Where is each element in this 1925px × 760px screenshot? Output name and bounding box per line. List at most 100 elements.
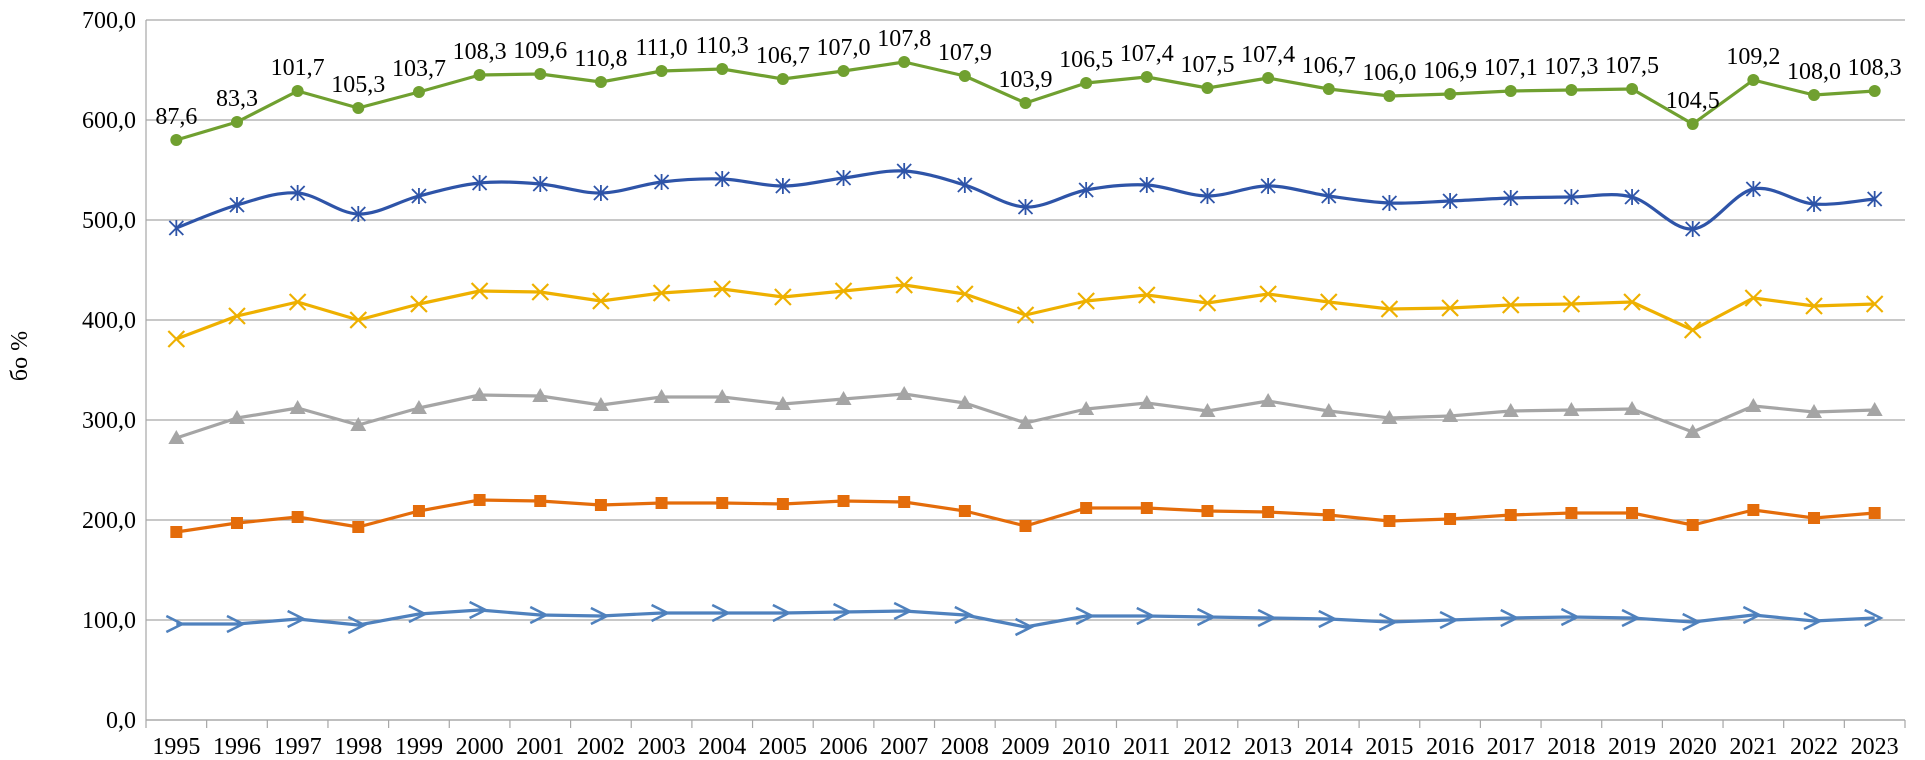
data-point-marker (1322, 83, 1335, 95)
data-point-marker (716, 63, 729, 75)
data-label: 107,3 (1544, 54, 1598, 80)
data-point-marker (958, 70, 971, 82)
data-point-marker (1806, 196, 1822, 212)
x-tick-label: 2006 (820, 734, 868, 760)
data-point-marker (168, 430, 185, 444)
data-point-marker (1501, 296, 1520, 314)
data-point-marker (1565, 84, 1578, 96)
data-point-marker (165, 614, 186, 634)
series-arrow (165, 600, 1884, 637)
x-tick-label: 2021 (1729, 734, 1777, 760)
data-point-marker (893, 601, 914, 621)
data-point-marker (1868, 507, 1881, 519)
x-tick-label: 1999 (395, 734, 443, 760)
data-point-marker (230, 116, 243, 128)
data-point-marker (1626, 83, 1639, 95)
data-point-marker (167, 330, 186, 348)
data-point-marker (590, 606, 610, 626)
data-point-marker (1080, 77, 1093, 89)
data-point-marker (349, 311, 368, 329)
data-point-marker (412, 505, 425, 517)
data-point-marker (1744, 289, 1763, 307)
data-point-marker (170, 526, 183, 538)
data-point-marker (1864, 608, 1884, 628)
data-point-marker (1080, 502, 1093, 514)
data-point-marker (655, 497, 668, 509)
data-point-marker (1565, 507, 1578, 519)
series-square (170, 494, 1881, 538)
data-point-marker (716, 497, 729, 509)
data-point-marker (471, 175, 488, 191)
data-point-marker (1442, 193, 1458, 209)
data-point-marker (1139, 177, 1155, 193)
y-tick-label: 700,0 (82, 8, 136, 34)
data-point-marker (531, 283, 550, 301)
data-point-marker (1747, 504, 1760, 516)
data-point-marker (1683, 321, 1702, 339)
x-tick-label: 2001 (516, 734, 564, 760)
series-line (175, 283, 1875, 341)
data-point-marker (1201, 82, 1214, 94)
series-x (167, 276, 1884, 348)
data-point-marker (350, 417, 367, 431)
data-point-marker (1866, 402, 1883, 416)
data-label: 107,8 (877, 26, 931, 52)
data-point-marker (228, 410, 245, 424)
data-point-marker (1624, 189, 1640, 205)
data-point-marker (837, 65, 850, 77)
data-point-marker (352, 102, 365, 114)
data-point-marker (1260, 178, 1276, 194)
data-point-marker (1136, 606, 1156, 626)
x-tick-label: 1995 (152, 734, 200, 760)
data-point-marker (291, 511, 304, 523)
data-point-marker (1198, 294, 1217, 312)
data-point-marker (1626, 507, 1639, 519)
data-point-marker (1075, 606, 1096, 626)
data-point-marker (1017, 415, 1034, 429)
data-point-marker (473, 494, 486, 506)
data-label: 110,3 (696, 33, 749, 59)
data-point-marker (776, 73, 789, 85)
data-label: 109,6 (513, 38, 567, 64)
data-point-marker (776, 498, 789, 510)
data-label: 87,6 (155, 104, 197, 130)
y-tick-label: 100,0 (82, 608, 136, 634)
data-point-marker (1684, 424, 1701, 438)
data-point-marker (711, 603, 732, 623)
x-tick-label: 2003 (638, 734, 686, 760)
data-point-marker (352, 521, 365, 533)
data-point-marker (288, 293, 307, 311)
data-point-marker (350, 206, 366, 222)
data-point-marker (594, 76, 607, 88)
x-tick-label: 2004 (698, 734, 746, 760)
data-label: 104,5 (1666, 88, 1720, 114)
data-point-marker (898, 496, 911, 508)
data-label: 107,4 (1241, 42, 1295, 68)
data-point-marker (228, 307, 246, 325)
x-tick-label: 2023 (1851, 734, 1899, 760)
x-tick-label: 1998 (334, 734, 382, 760)
x-tick-label: 1996 (213, 734, 261, 760)
data-point-marker (1078, 401, 1095, 415)
data-point-marker (534, 495, 547, 507)
data-point-marker (954, 605, 974, 625)
data-point-marker (287, 609, 307, 629)
series-triangle (168, 386, 1883, 444)
y-tick-label: 500,0 (82, 208, 136, 234)
data-point-marker (411, 188, 427, 204)
x-tick-label: 2007 (880, 734, 928, 760)
y-tick-label: 200,0 (82, 508, 136, 534)
data-point-marker (534, 68, 547, 80)
data-point-marker (772, 603, 792, 623)
x-tick-label: 2013 (1244, 734, 1292, 760)
data-point-marker (956, 285, 974, 303)
data-label: 106,7 (1302, 53, 1356, 79)
data-point-marker (653, 174, 670, 190)
y-tick-label: 300,0 (82, 408, 136, 434)
data-label: 107,5 (1180, 52, 1234, 78)
x-tick-label: 2005 (759, 734, 807, 760)
data-point-marker (1320, 403, 1337, 417)
data-point-marker (957, 177, 973, 193)
data-label: 107,5 (1605, 53, 1659, 79)
x-tick-label: 2019 (1608, 734, 1656, 760)
